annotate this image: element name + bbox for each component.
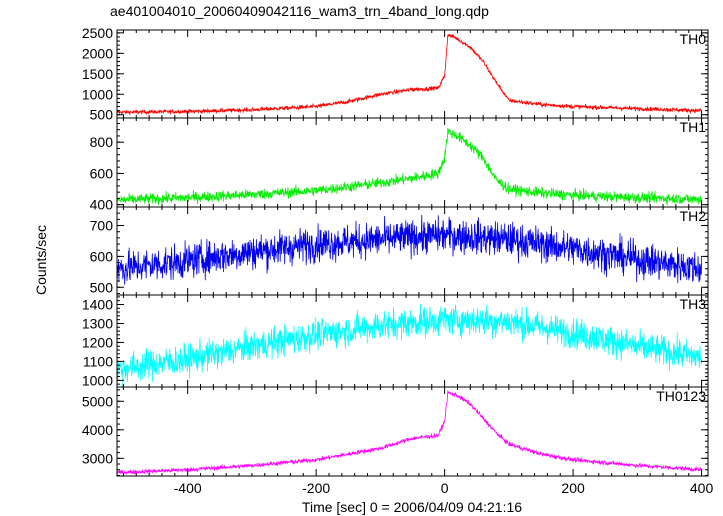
series-line-th0123: [117, 390, 702, 476]
x-tick-labels: -400 -200 0 200 400: [174, 480, 714, 496]
series-line-th3: [117, 303, 702, 387]
plot-frame: [116, 117, 709, 208]
series-line-th0: [117, 33, 702, 116]
y-tick-label: 4000: [82, 422, 113, 438]
y-tick-label: 1000: [82, 372, 113, 388]
plot-frame: [116, 29, 709, 119]
y-tick-label: 500: [90, 107, 114, 123]
y-tick-label: 5000: [82, 393, 113, 409]
x-tick-label: 0: [441, 480, 449, 496]
y-tick-label: 1100: [83, 353, 113, 369]
series-line-th1: [117, 127, 702, 206]
x-tick-label: 400: [690, 480, 714, 496]
y-tick-label: 1400: [82, 296, 113, 312]
panel-th2: 500 600 700 TH2: [90, 206, 709, 296]
x-tick-label: -400: [174, 480, 202, 496]
y-tick-label: 1500: [82, 66, 113, 82]
y-tick-label: 1200: [82, 334, 113, 350]
y-tick-label: 600: [90, 248, 114, 264]
x-axis-label: Time [sec] 0 = 2006/04/09 04:21:16: [302, 499, 522, 515]
x-tick-label: 200: [561, 480, 585, 496]
plot-frame: [116, 386, 709, 477]
y-tick-label: 3000: [82, 450, 113, 466]
panel-th3: 1000 1100 1200 1300 1400 TH3: [82, 294, 709, 388]
y-tick-label: 600: [90, 165, 114, 181]
x-tick-label: -200: [302, 480, 330, 496]
y-tick-label: 2500: [82, 25, 113, 41]
y-tick-label: 1300: [82, 315, 113, 331]
series-label: TH2: [680, 208, 707, 224]
y-tick-label: 2000: [82, 45, 113, 61]
panel-th1: 400 600 800 TH1: [90, 117, 709, 213]
panel-th0: 500 1000 1500 2000 2500 TH0: [82, 25, 709, 123]
y-tick-label: 800: [90, 134, 114, 150]
y-tick-label: 700: [90, 218, 114, 234]
series-line-th2: [117, 214, 702, 285]
series-label: TH3: [680, 296, 707, 312]
y-tick-label: 1000: [82, 86, 113, 102]
chart-title: ae401004010_20060409042116_wam3_trn_4ban…: [110, 3, 489, 19]
series-label: TH0: [680, 31, 707, 47]
series-label: TH1: [680, 119, 707, 135]
y-tick-label: 400: [90, 197, 114, 213]
y-axis-label: Counts/sec: [33, 225, 49, 295]
series-label: TH0123: [656, 388, 706, 404]
panel-th0123: 3000 4000 5000 TH0123: [82, 386, 709, 477]
panels: 500 1000 1500 2000 2500 TH0 400 600 800 TH1 500 600…: [82, 25, 709, 477]
y-tick-label: 500: [90, 279, 114, 295]
